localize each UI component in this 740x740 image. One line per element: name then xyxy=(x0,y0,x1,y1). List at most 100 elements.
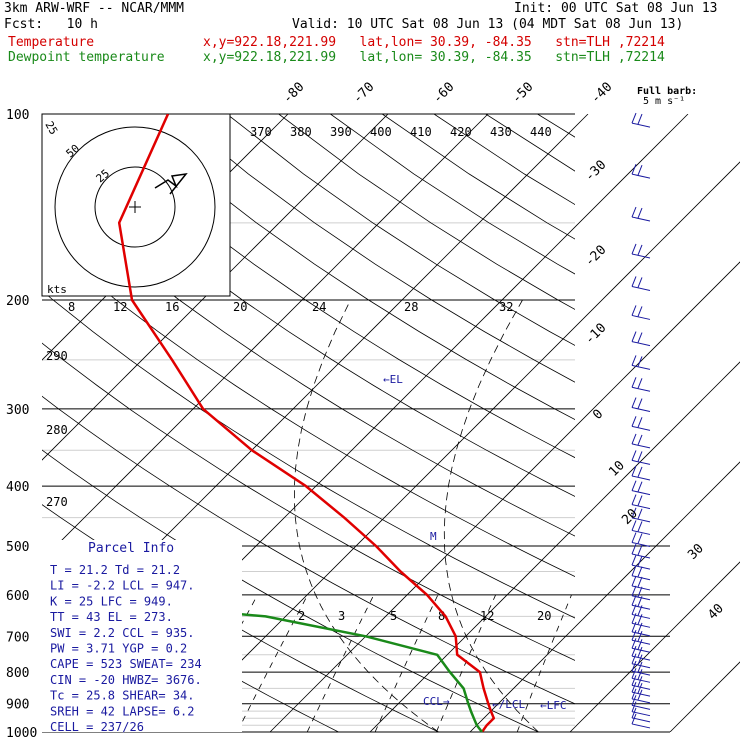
wind-barb xyxy=(631,723,651,729)
isotherm-label: 10 xyxy=(606,458,628,480)
wind-barb-flag xyxy=(637,417,643,428)
parcel-info-row: CIN = -20 HWBZ= 3676. xyxy=(50,673,202,687)
isotherm-label: -50 xyxy=(509,80,536,107)
wind-barb-flag xyxy=(631,604,637,615)
wind-barb xyxy=(631,711,651,717)
wind-barb-flag xyxy=(631,206,637,218)
theta-e-label: 380 xyxy=(290,125,312,139)
wind-barb xyxy=(631,407,651,413)
moist-adiabat-line xyxy=(587,300,694,732)
dry-adiabat-line xyxy=(42,134,575,497)
barb-legend-title: Full barb: xyxy=(637,86,697,97)
wind-barb xyxy=(631,553,651,559)
wind-barb-flag xyxy=(637,306,643,317)
init-time: Init: 00 UTC Sat 08 Jun 13 xyxy=(514,1,718,16)
mixing-ratio-label: 20 xyxy=(537,609,551,623)
model-title: 3km ARW-WRF -- NCAR/MMM xyxy=(4,1,185,16)
wind-barb-flag xyxy=(631,465,637,477)
theta-label: 280 xyxy=(46,423,68,437)
level-annotation: ←/LCL xyxy=(492,698,525,711)
wind-barb-flag xyxy=(637,378,643,389)
wind-barb xyxy=(631,173,651,179)
wind-barb-flag xyxy=(631,507,637,519)
wind-barb xyxy=(631,285,651,291)
temperature-legend-label: Temperature xyxy=(8,35,95,50)
wind-barb-flag xyxy=(637,277,643,288)
dry-adiabat-line xyxy=(42,290,575,619)
dry-adiabat-line xyxy=(42,342,575,661)
dry-adiabat-line xyxy=(433,114,575,206)
parcel-info-row: LI = -2.2 LCL = 947. xyxy=(50,579,195,593)
hodograph-trace xyxy=(154,172,188,195)
wind-barb xyxy=(631,341,651,347)
mixing-ratio-label: 12 xyxy=(480,609,494,623)
wind-barb-flag xyxy=(631,630,637,641)
theta-e-label: 440 xyxy=(530,125,552,139)
wind-barb xyxy=(631,717,651,723)
level-annotation: ←LFC xyxy=(540,699,567,712)
wind-barb-flag xyxy=(637,398,643,409)
theta-e-label: 390 xyxy=(330,125,352,139)
parcel-info-row: T = 21.2 Td = 21.2 xyxy=(50,563,180,577)
wind-barb-flag xyxy=(631,660,637,672)
pressure-tick-label: 500 xyxy=(6,540,29,555)
wind-barb-flag xyxy=(631,575,637,587)
hodograph-ring xyxy=(94,166,176,248)
mixing-ratio-label: 12 xyxy=(113,300,127,314)
wind-barb-flag xyxy=(637,521,643,532)
mixing-ratio-label: 2 xyxy=(298,609,305,623)
wind-barb xyxy=(631,704,651,710)
wind-barb-flag xyxy=(631,595,637,606)
pressure-tick-label: 600 xyxy=(6,589,29,604)
wind-barb xyxy=(631,425,651,431)
isotherm-label: -40 xyxy=(588,80,615,107)
wind-barb-column xyxy=(631,112,651,729)
wind-barb-flag xyxy=(637,661,643,673)
wind-barb-flag xyxy=(637,451,643,462)
wind-barb xyxy=(631,691,651,697)
wind-barb-flag xyxy=(631,707,637,719)
dry-adiabat-line xyxy=(381,114,575,240)
wind-barb-flag xyxy=(637,244,643,256)
dewpoint-legend-info: x,y=922.18,221.99 lat,lon= 30.39, -84.35… xyxy=(203,50,665,65)
wind-barb-flag xyxy=(637,544,643,556)
wind-barb xyxy=(631,490,651,496)
theta-e-label: 410 xyxy=(410,125,432,139)
isotherm-line xyxy=(469,461,740,732)
wind-barb-flag xyxy=(631,713,637,725)
isotherm-label: 40 xyxy=(705,601,727,623)
dewpoint-profile xyxy=(42,594,483,732)
wind-barb-flag xyxy=(637,207,643,219)
hodograph-ring-label: 25 xyxy=(42,119,60,137)
mixing-ratio-label: 28 xyxy=(404,300,418,314)
wind-barb-flag xyxy=(637,654,643,665)
parcel-info-row: Tc = 25.8 SHEAR= 34. xyxy=(50,689,195,703)
mixing-ratio-label: 8 xyxy=(68,300,75,314)
wind-barb xyxy=(631,475,651,481)
wind-barb-flag xyxy=(637,669,643,680)
level-annotation: M xyxy=(430,530,437,543)
isotherm-label: -70 xyxy=(350,80,377,107)
parcel-info-row: CELL = 237/26 xyxy=(50,720,144,734)
mixing-ratio-label: 32 xyxy=(499,300,513,314)
wind-barb-flag xyxy=(637,605,643,616)
isotherm-label: -80 xyxy=(280,80,307,107)
level-annotation: ←EL xyxy=(383,373,403,386)
theta-label: 290 xyxy=(46,349,68,363)
mixing-ratio-line xyxy=(236,594,308,732)
dry-adiabat-line xyxy=(42,186,575,537)
wind-barb-flag xyxy=(637,164,643,176)
isotherm-line xyxy=(269,261,740,732)
wind-barb-flag xyxy=(637,689,643,701)
dry-adiabat-line xyxy=(42,395,575,705)
isotherm-label: -60 xyxy=(430,80,457,107)
pressure-tick-label: 300 xyxy=(6,403,29,418)
theta-label: 270 xyxy=(46,495,68,509)
isotherm-line xyxy=(169,161,740,732)
mixing-ratio-line xyxy=(306,594,375,732)
wind-barb-flag xyxy=(631,450,637,461)
pressure-tick-label: 800 xyxy=(6,666,29,681)
wind-barb-flag xyxy=(631,585,637,596)
wind-barb-flag xyxy=(631,668,637,679)
